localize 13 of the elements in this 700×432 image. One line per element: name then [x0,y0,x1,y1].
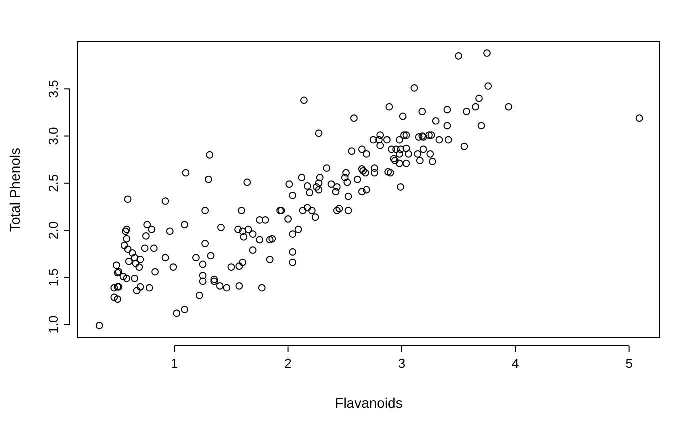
y-tick-label: 2.0 [46,221,61,240]
y-axis-title: Total Phenols [7,148,23,232]
x-tick-label: 1 [171,356,178,371]
x-axis-title: Flavanoids [335,395,403,411]
y-tick-label: 2.5 [46,174,61,192]
x-tick-label: 3 [398,356,406,371]
y-tick-label: 3.0 [46,127,61,146]
y-tick-label: 1.0 [46,316,61,334]
y-tick-label: 3.5 [46,80,61,98]
x-tick-label: 4 [512,356,520,371]
x-tick-label: 5 [626,356,633,371]
x-tick-label: 2 [284,356,292,371]
y-tick-label: 1.5 [46,268,61,287]
